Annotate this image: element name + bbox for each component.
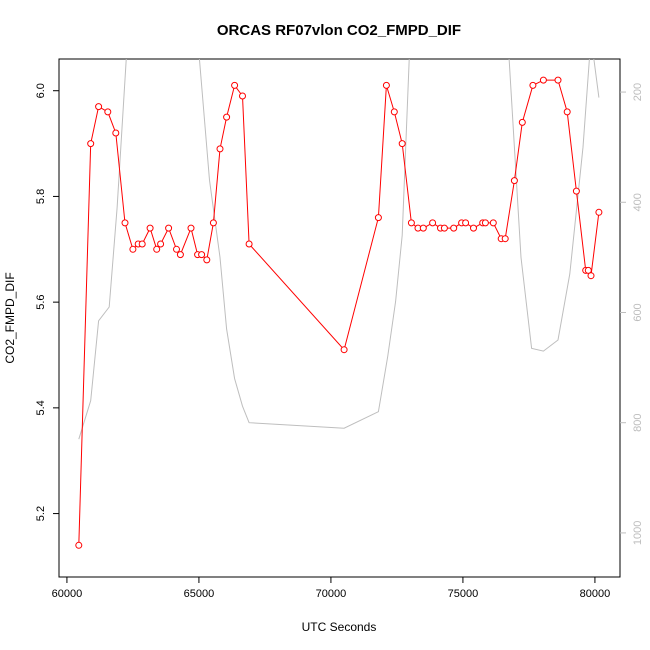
data-point [75,541,83,549]
data-point [95,103,103,111]
data-point [407,219,415,227]
data-point [104,108,112,116]
data-point [112,129,120,137]
data-point [216,145,224,153]
data-point [245,240,253,248]
series-right-layer [78,59,600,440]
x-axis-label: UTC Seconds [302,620,377,634]
y-tick-label: 5.8 [35,189,47,204]
data-point [450,224,458,232]
data-point [129,245,137,253]
data-point [231,81,239,89]
data-point [563,108,571,116]
y2-tick-label: 1000 [632,521,644,545]
data-point [572,187,580,195]
series-left-line [78,79,600,546]
data-point [374,214,382,222]
data-point [595,208,603,216]
data-point [382,81,390,89]
data-point [390,108,398,116]
data-point [462,219,470,227]
data-point [489,219,497,227]
data-point [153,245,161,253]
data-point [198,251,206,259]
x-axis: 60000 65000 70000 75000 80000 [52,577,611,600]
data-point [223,113,231,121]
y-tick-label: 5.6 [35,294,47,309]
data-point [340,346,348,354]
y2-tick-label: 200 [632,83,644,101]
data-point [470,224,477,232]
y-tick-label: 5.4 [35,400,47,415]
y-axis-right: 200 400 600 800 1000 [620,83,644,545]
y2-tick-label: 600 [632,303,644,321]
data-point [209,219,217,227]
series-right-line [78,59,600,440]
data-point [481,219,489,227]
data-point [429,219,437,227]
data-point [419,224,427,232]
data-point [138,240,146,248]
data-point [87,140,95,148]
data-point [510,177,518,185]
x-tick-label: 75000 [448,588,479,600]
x-tick-label: 60000 [52,588,83,600]
series-left-layer [75,76,603,549]
y2-tick-label: 800 [632,414,644,432]
data-point [587,272,595,280]
data-point [239,92,246,100]
x-tick-label: 80000 [580,588,611,600]
data-point [554,76,562,84]
data-point [146,224,154,232]
data-point [173,245,180,253]
data-point [539,76,547,84]
data-point [187,224,195,232]
data-point [440,224,448,232]
plot-frame [58,58,621,578]
data-point [121,219,129,227]
chart-title: ORCAS RF07vlon CO2_FMPD_DIF [217,22,461,39]
data-point [157,240,165,248]
data-point [501,235,509,243]
y-tick-label: 5.2 [35,506,47,521]
y2-tick-label: 400 [632,193,644,211]
data-point [398,140,406,148]
data-point [176,251,184,259]
x-tick-label: 70000 [316,588,347,600]
data-point [518,118,526,126]
x-tick-label: 65000 [184,588,215,600]
y-tick-label: 6.0 [35,83,47,98]
data-point [584,266,592,274]
data-point [529,81,537,89]
data-point [165,224,173,232]
y-axis-left: 5.2 5.4 5.6 5.8 6.0 [35,83,59,521]
y-axis-label: CO2_FMPD_DIF [3,272,17,363]
data-point [203,256,211,264]
